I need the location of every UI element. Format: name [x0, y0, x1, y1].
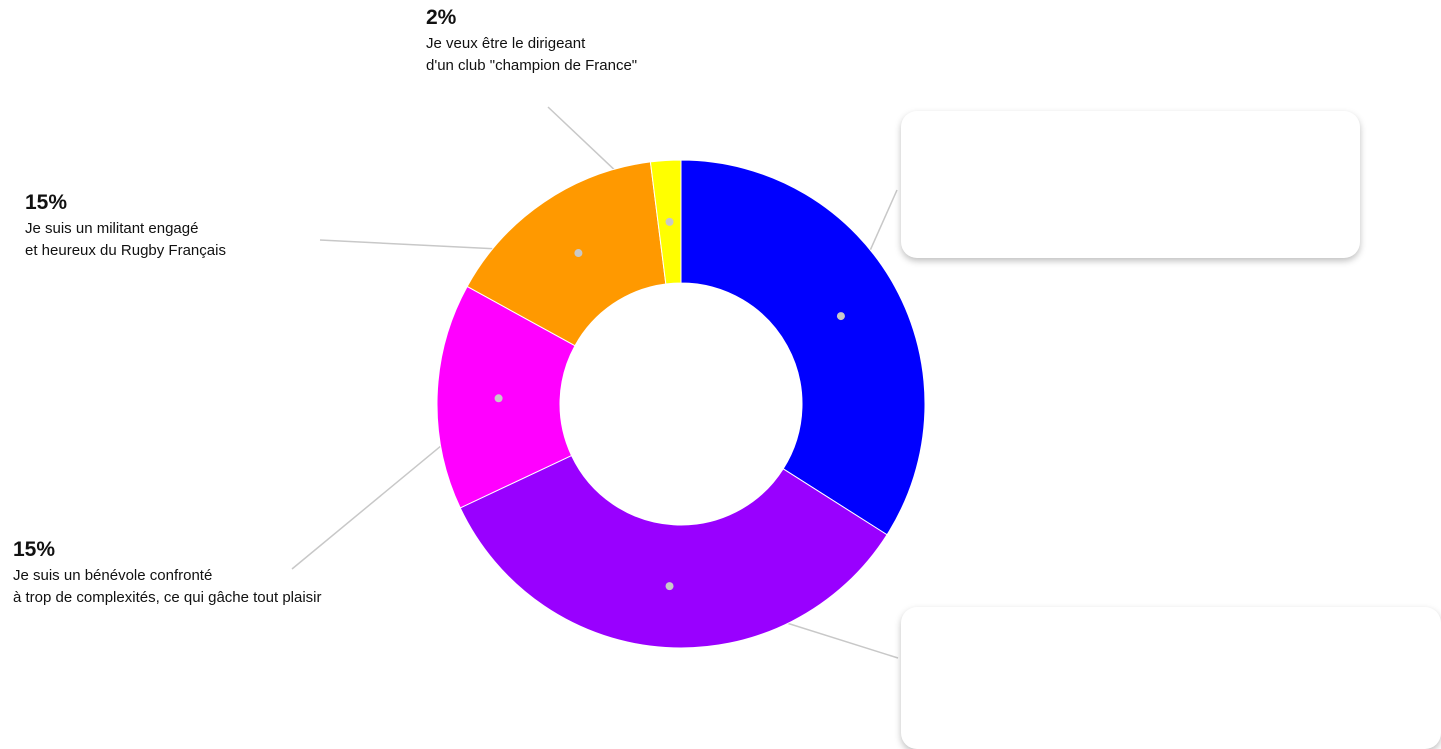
donut-slice-3 — [466, 161, 667, 347]
donut-slice-1 — [459, 454, 888, 649]
slice-3-label: 15% Je suis un militant engagé et heureu… — [25, 188, 226, 262]
slice-0-percent-label: 34% — [929, 132, 998, 170]
leader-dot-4 — [665, 217, 674, 226]
slice-2-label: 15% Je suis un bénévole confronté à trop… — [13, 535, 322, 609]
slice-2-label-line-1: Je suis un bénévole confronté — [13, 567, 213, 584]
slice-2-label-line-2: à trop de complexités, ce qui gâche tout… — [13, 589, 322, 606]
leader-dot-1 — [665, 582, 674, 591]
slice-1-percent-label: 29% — [929, 636, 998, 674]
slice-4-label: 2% Je veux être le dirigeant d'un club "… — [426, 3, 637, 77]
leader-dot-0 — [836, 312, 845, 321]
slice-0-label-line-2: de mes jeunes licenciés — [929, 203, 1089, 220]
slice-4-label-line-2: d'un club "champion de France" — [426, 57, 638, 74]
callout-box-slice-1: 29% Je suis un dirigeant passionné mais … — [901, 607, 1441, 749]
leader-dot-3 — [574, 249, 583, 258]
slice-4-percent-label: 2% — [426, 6, 457, 29]
leader-dots — [494, 217, 845, 591]
leader-dot-2 — [494, 394, 503, 403]
donut-slice-0 — [680, 159, 926, 536]
slice-4-label-line-1: Je veux être le dirigeant — [426, 35, 586, 52]
slice-3-label-line-2: et heureux du Rugby Français — [25, 242, 226, 259]
slice-3-label-line-1: Je suis un militant engagé — [25, 220, 199, 237]
slice-0-label-line-1: Ce qui me préoccupe le plus, c'est la fi… — [929, 180, 1249, 197]
slice-2-percent-label: 15% — [13, 538, 56, 561]
slice-1-label-line-1: Je suis un dirigeant passionné mais j'ai… — [929, 684, 1322, 701]
slice-1-label-line-2: de mes instances pour durer — [929, 707, 1120, 724]
donut-slice-2 — [436, 285, 576, 509]
slice-3-percent-label: 15% — [25, 191, 68, 214]
callout-box-slice-0: 34% Ce qui me préoccupe le plus, c'est l… — [901, 111, 1360, 258]
donut-slices — [436, 159, 926, 649]
